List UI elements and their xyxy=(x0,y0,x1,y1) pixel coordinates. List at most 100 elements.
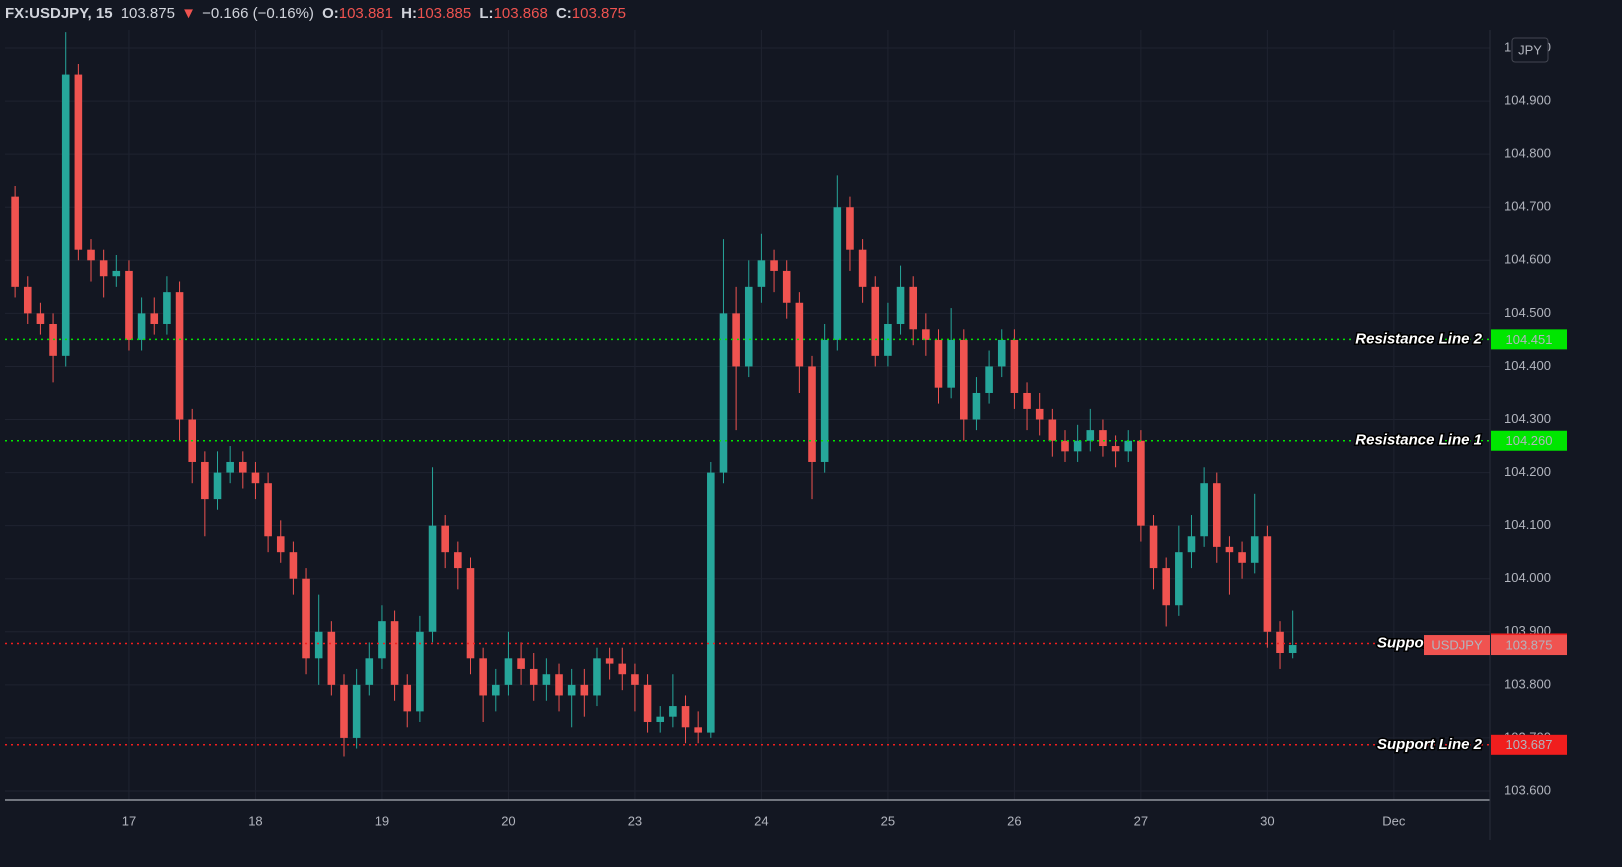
candle-body xyxy=(466,568,475,659)
candle-body xyxy=(542,674,551,685)
candle-body xyxy=(1238,552,1246,563)
candle-body xyxy=(757,260,766,287)
y-tick-label: 104.200 xyxy=(1504,464,1551,479)
candle-body xyxy=(985,366,993,393)
y-tick-label: 104.500 xyxy=(1504,305,1551,320)
level-name: Resistance Line 2 xyxy=(1355,330,1482,347)
candle-body xyxy=(1124,440,1133,452)
candle-body xyxy=(808,366,816,462)
candle-body xyxy=(1111,446,1120,452)
y-tick-label: 104.700 xyxy=(1504,199,1551,214)
candle-body xyxy=(239,461,247,473)
x-tick-label: 24 xyxy=(754,813,768,828)
candle-body xyxy=(150,313,159,324)
candle-body xyxy=(770,260,778,271)
candle-body xyxy=(1162,568,1170,606)
candle-body xyxy=(454,552,462,569)
x-tick-label: 20 xyxy=(501,813,515,828)
candle-body xyxy=(302,578,310,659)
change-arrow: ▼ xyxy=(181,5,196,22)
ohlc-value: 103.885 xyxy=(417,5,471,22)
candle-body xyxy=(631,674,639,685)
candle-body xyxy=(922,329,930,340)
candle-body xyxy=(1023,392,1031,409)
x-tick-label: 18 xyxy=(248,813,262,828)
candle-body xyxy=(846,207,854,250)
ohlc-label: L: xyxy=(479,5,493,22)
price-tag-value: 103.875 xyxy=(1506,637,1553,652)
candle-body xyxy=(175,292,184,420)
candle-body xyxy=(1061,440,1069,452)
candle-body xyxy=(555,674,563,696)
candle-body xyxy=(213,472,222,500)
level-tag xyxy=(1491,430,1567,451)
x-tick-label: 25 xyxy=(881,813,895,828)
price-tag-name-bg xyxy=(1424,635,1490,656)
x-tick-label: 19 xyxy=(375,813,389,828)
candle-body xyxy=(529,668,538,685)
candle-body xyxy=(1187,536,1196,553)
candle-body xyxy=(1099,430,1107,447)
candle-body xyxy=(87,249,95,261)
ohlc-value: 103.875 xyxy=(572,5,626,22)
candle-body xyxy=(681,706,690,728)
plot xyxy=(11,32,1297,757)
candle-body xyxy=(1200,483,1208,537)
candle-body xyxy=(137,313,146,340)
candle-body xyxy=(365,658,374,685)
change: −0.166 (−0.16%) xyxy=(202,5,314,22)
ohlc-value: 103.868 xyxy=(494,5,548,22)
y-tick-label: 104.100 xyxy=(1504,517,1551,532)
candle-body xyxy=(504,658,513,685)
candle-body xyxy=(1263,536,1272,632)
candle-body xyxy=(1073,440,1082,452)
candle-body xyxy=(11,196,19,287)
level-tag xyxy=(1491,734,1567,755)
candle-body xyxy=(201,461,209,500)
candle-body xyxy=(896,286,905,324)
header: FX:USDJPY, 15 103.875 ▼ −0.166 (−0.16%) … xyxy=(5,5,626,22)
candle-body xyxy=(112,270,121,277)
candle-body xyxy=(618,663,627,675)
symbol: FX:USDJPY, 15 xyxy=(5,5,113,22)
candle-body xyxy=(871,286,880,356)
price-tag xyxy=(1491,635,1567,656)
x-tick-label: 27 xyxy=(1134,813,1148,828)
x-tick-label: 26 xyxy=(1007,813,1021,828)
candle-body xyxy=(1035,408,1044,420)
candle-body xyxy=(909,286,917,330)
x-tick-label: 30 xyxy=(1260,813,1274,828)
candle-body xyxy=(934,339,943,388)
candle-body xyxy=(1225,546,1234,553)
candle-body xyxy=(795,302,804,367)
y-tick-label: 104.600 xyxy=(1504,252,1551,267)
candle-body xyxy=(972,392,981,420)
candle-body xyxy=(1086,430,1095,441)
ohlc-value: 103.881 xyxy=(339,5,393,22)
x-tick-label: 17 xyxy=(122,813,136,828)
y-tick-label: 104.900 xyxy=(1504,93,1551,108)
candle-body xyxy=(289,552,298,579)
candle-body xyxy=(643,684,652,722)
ohlc-label: H: xyxy=(401,5,417,22)
x-tick-label: 23 xyxy=(628,813,642,828)
level-tag xyxy=(1491,329,1567,350)
y-tick-label: 103.600 xyxy=(1504,782,1551,797)
candle-body xyxy=(378,621,386,659)
candle-body xyxy=(251,472,260,484)
candle-body xyxy=(314,631,323,659)
candle-body xyxy=(656,716,665,722)
y-tick-label: 104.800 xyxy=(1504,146,1551,161)
currency-badge[interactable] xyxy=(1511,37,1549,63)
candle-body xyxy=(441,525,449,553)
candle-body xyxy=(1048,419,1057,441)
candle-body xyxy=(1288,645,1297,654)
candle-body xyxy=(1250,536,1259,563)
candle-body xyxy=(491,684,500,696)
level-value: 104.260 xyxy=(1506,433,1553,448)
candle-body xyxy=(707,472,715,733)
candle-body xyxy=(744,286,753,367)
candle-body xyxy=(960,339,968,420)
axes: 103.600103.700103.800103.900104.000104.1… xyxy=(122,39,1551,828)
